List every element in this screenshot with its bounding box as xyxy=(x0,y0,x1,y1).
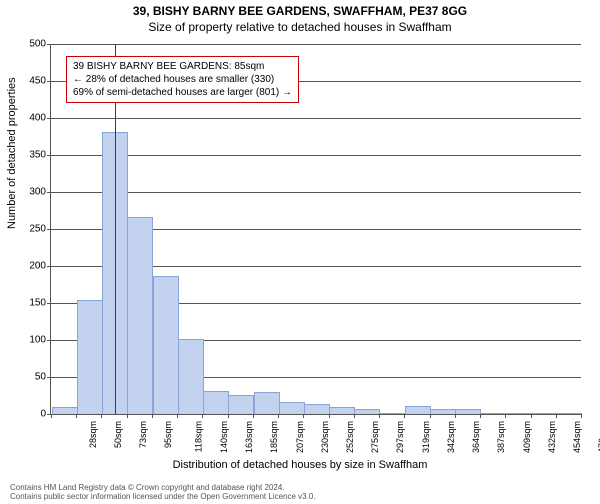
x-tick-label: 95sqm xyxy=(163,421,173,448)
x-tick-label: 275sqm xyxy=(370,421,380,453)
bar xyxy=(127,217,153,414)
y-tick-label: 0 xyxy=(16,409,46,420)
y-tick-label: 300 xyxy=(16,187,46,198)
x-tick-label: 252sqm xyxy=(345,421,355,453)
bar xyxy=(506,413,532,414)
bar xyxy=(279,402,305,414)
x-tick-label: 73sqm xyxy=(138,421,148,448)
x-tick-label: 50sqm xyxy=(113,421,123,448)
bar xyxy=(178,339,204,414)
infobox-line: 39 BISHY BARNY BEE GARDENS: 85sqm xyxy=(73,60,292,73)
info-box: 39 BISHY BARNY BEE GARDENS: 85sqm← 28% o… xyxy=(66,56,299,103)
footer-line1: Contains HM Land Registry data © Crown c… xyxy=(10,483,590,493)
bar xyxy=(354,409,380,414)
footer-attribution: Contains HM Land Registry data © Crown c… xyxy=(10,483,590,502)
bar xyxy=(556,413,582,414)
x-tick-label: 207sqm xyxy=(295,421,305,453)
x-tick-label: 319sqm xyxy=(421,421,431,453)
x-tick-label: 387sqm xyxy=(496,421,506,453)
x-tick-label: 432sqm xyxy=(547,421,557,453)
y-tick-label: 400 xyxy=(16,113,46,124)
y-tick-label: 450 xyxy=(16,76,46,87)
x-tick-label: 454sqm xyxy=(572,421,582,453)
bar xyxy=(228,395,254,415)
bar xyxy=(430,409,456,414)
y-tick-label: 500 xyxy=(16,39,46,50)
bar xyxy=(329,407,355,414)
y-tick-label: 150 xyxy=(16,298,46,309)
bar xyxy=(153,276,179,414)
x-tick-label: 230sqm xyxy=(320,421,330,453)
x-tick-label: 342sqm xyxy=(446,421,456,453)
footer-line2: Contains public sector information licen… xyxy=(10,492,590,502)
x-tick-label: 118sqm xyxy=(193,421,203,452)
chart-area: 05010015020025030035040045050028sqm50sqm… xyxy=(50,44,580,414)
bar xyxy=(203,391,229,414)
x-tick-label: 185sqm xyxy=(269,421,279,453)
gridline xyxy=(51,118,581,119)
bar xyxy=(304,404,330,414)
y-tick-label: 50 xyxy=(16,372,46,383)
bar xyxy=(405,406,431,414)
x-tick-label: 28sqm xyxy=(88,421,98,448)
infobox-line: ← 28% of detached houses are smaller (33… xyxy=(73,73,292,86)
x-tick-label: 409sqm xyxy=(522,421,532,453)
bar xyxy=(380,413,406,414)
bar xyxy=(254,392,280,414)
bar xyxy=(531,413,557,414)
infobox-line: 69% of semi-detached houses are larger (… xyxy=(73,86,292,99)
gridline xyxy=(51,155,581,156)
bar xyxy=(455,409,481,414)
plot-area: 05010015020025030035040045050028sqm50sqm… xyxy=(50,44,581,415)
x-tick-label: 163sqm xyxy=(244,421,254,453)
x-tick-label: 140sqm xyxy=(219,421,229,453)
y-tick-label: 200 xyxy=(16,261,46,272)
bar xyxy=(77,300,103,414)
y-tick-label: 350 xyxy=(16,150,46,161)
bar xyxy=(52,407,78,414)
bar xyxy=(481,413,507,414)
x-tick-label: 364sqm xyxy=(471,421,481,453)
chart-subtitle: Size of property relative to detached ho… xyxy=(0,20,600,34)
gridline xyxy=(51,44,581,45)
y-tick-label: 100 xyxy=(16,335,46,346)
gridline xyxy=(51,192,581,193)
x-tick-label: 297sqm xyxy=(396,421,406,453)
x-axis-label: Distribution of detached houses by size … xyxy=(0,459,600,471)
chart-title-address: 39, BISHY BARNY BEE GARDENS, SWAFFHAM, P… xyxy=(0,4,600,18)
y-tick-label: 250 xyxy=(16,224,46,235)
